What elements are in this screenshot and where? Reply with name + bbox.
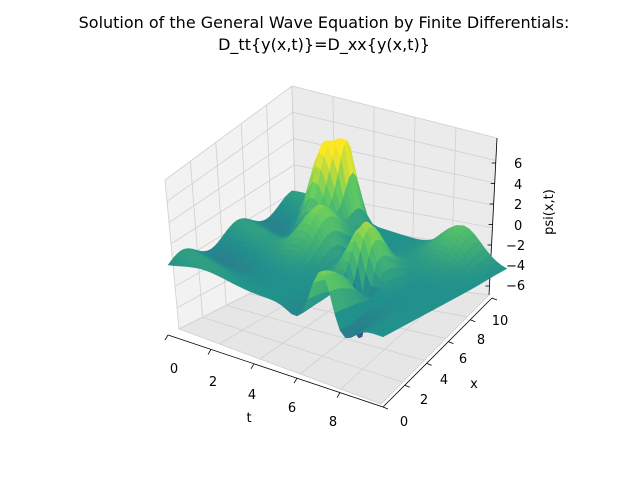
grid-line: [190, 161, 203, 318]
t-axis-ticks: 0 2 4 6 8: [170, 362, 337, 430]
x-tick-label: 10: [492, 314, 509, 329]
t-tick-label: 8: [329, 415, 337, 430]
x-tick-mark: [382, 406, 389, 410]
x-tick-mark: [426, 363, 432, 366]
grid-line: [170, 164, 295, 245]
x-axis-label: x: [470, 377, 478, 392]
chart-title-line1: Solution of the General Wave Equation by…: [79, 13, 570, 32]
z-tick-label: 0: [514, 219, 522, 234]
x-tick-mark: [491, 297, 498, 301]
t-tick-mark: [336, 392, 341, 398]
t-tick-label: 4: [248, 388, 256, 403]
z-tick-label: 2: [514, 198, 522, 213]
z-axis-ticks: 6 4 2 0 −2 −4 −6: [506, 157, 525, 294]
x-tick-label: 8: [477, 333, 485, 348]
t-tick-label: 0: [170, 362, 178, 377]
t-tick-mark: [250, 363, 255, 370]
x-tick-label: 4: [440, 373, 448, 388]
x-tick-mark: [448, 341, 454, 344]
z-tick-label: 6: [514, 157, 522, 172]
grid-line: [292, 111, 496, 161]
t-tick-label: 2: [209, 375, 217, 390]
z-tick-label: −2: [506, 239, 525, 254]
chart-title-line2: D_tt{y(x,t)}=D_xx{y(x,t)}: [218, 35, 430, 55]
x-axis-ticks: 0 2 4 6 8 10: [400, 314, 508, 430]
t-tick-mark: [207, 349, 212, 355]
t-tick-mark: [164, 334, 169, 341]
z-tick-label: 4: [514, 178, 522, 193]
t-tick-mark: [293, 377, 298, 384]
surface-patch: [377, 333, 387, 338]
t-axis-label: t: [246, 411, 251, 426]
z-axis-label: psi(x,t): [542, 189, 557, 235]
z-tick-label: −6: [506, 279, 525, 294]
t-axis-line: [167, 334, 384, 408]
grid-line: [226, 305, 425, 361]
x-tick-label: 6: [459, 352, 467, 367]
grid-line: [166, 111, 293, 202]
x-tick-mark: [404, 384, 410, 388]
grid-line: [202, 316, 403, 383]
x-tick-mark: [470, 319, 476, 323]
x-tick-label: 2: [420, 393, 428, 408]
grid-line: [168, 138, 294, 223]
wave-surface: [167, 138, 508, 339]
z-tick-label: −4: [506, 259, 525, 274]
x-axis-line: [382, 297, 493, 408]
t-tick-label: 6: [288, 401, 296, 416]
x-tick-label: 0: [400, 415, 408, 430]
